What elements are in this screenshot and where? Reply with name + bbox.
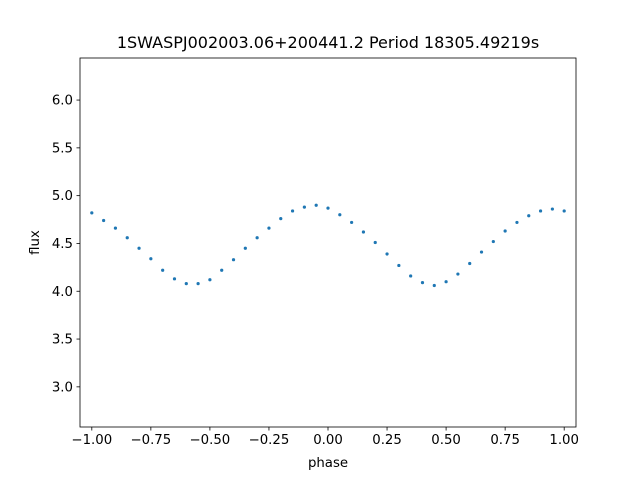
data-point	[302, 205, 306, 209]
y-tick-label: 5.0	[52, 189, 73, 204]
x-tick-label: −1.00	[71, 433, 112, 448]
data-point	[432, 283, 436, 288]
data-point	[409, 274, 413, 278]
data-point	[102, 218, 106, 223]
y-tick-label: 3.5	[52, 333, 73, 348]
data-point	[184, 282, 188, 286]
data-point	[314, 203, 318, 207]
scatter-points	[90, 203, 566, 288]
data-point	[161, 268, 165, 272]
y-tick-label: 4.5	[52, 237, 73, 252]
data-point	[491, 239, 495, 244]
data-point	[527, 214, 531, 218]
x-tick-label: 0.75	[490, 433, 520, 448]
x-tick-label: 0.00	[313, 433, 343, 448]
data-point	[420, 281, 425, 285]
data-point	[172, 277, 177, 281]
y-tick-label: 6.0	[52, 94, 73, 109]
data-point	[149, 257, 153, 261]
data-point	[267, 226, 271, 230]
data-point	[373, 240, 377, 245]
data-point	[220, 268, 224, 272]
data-point	[397, 263, 401, 268]
data-point	[562, 209, 566, 213]
x-axis-ticks: −1.00 −0.75 −0.50 −0.25 0.00 0.25 0.50 0.75 1.00	[71, 427, 579, 448]
data-point	[255, 236, 259, 240]
data-point	[90, 211, 94, 215]
y-tick-label: 4.0	[52, 285, 73, 300]
data-point	[550, 207, 554, 211]
data-point	[515, 220, 519, 225]
data-point	[208, 278, 212, 282]
data-point	[468, 261, 472, 266]
data-point	[385, 252, 389, 256]
y-tick-label: 3.0	[52, 380, 73, 395]
x-tick-label: −0.50	[190, 433, 231, 448]
y-axis-label: flux	[28, 230, 43, 255]
data-point	[196, 282, 200, 286]
data-point	[538, 209, 543, 213]
data-point	[444, 280, 448, 284]
plot-frame	[79, 57, 577, 428]
data-point	[243, 246, 247, 250]
data-point	[290, 209, 295, 213]
chart-title: 1SWASPJ002003.06+200441.2 Period 18305.4…	[117, 33, 539, 52]
x-tick-label: 0.25	[372, 433, 402, 448]
x-axis-label: phase	[308, 456, 348, 471]
x-tick-label: −0.25	[249, 433, 290, 448]
y-axis-ticks: 3.0 3.5 4.0 4.5 5.0 5.5 6.0	[52, 94, 80, 395]
data-point	[279, 217, 283, 221]
data-point	[338, 213, 342, 217]
data-point	[231, 258, 236, 262]
data-point	[456, 272, 460, 276]
x-tick-label: −0.75	[130, 433, 171, 448]
data-point	[125, 236, 129, 240]
y-tick-label: 5.5	[52, 141, 73, 156]
data-point	[503, 229, 507, 233]
data-point	[350, 220, 354, 225]
data-point	[326, 206, 330, 210]
x-tick-label: 0.50	[431, 433, 461, 448]
data-point	[137, 246, 141, 250]
data-point	[113, 226, 118, 230]
data-point	[479, 250, 484, 254]
data-point	[361, 230, 366, 234]
x-tick-label: 1.00	[549, 433, 579, 448]
